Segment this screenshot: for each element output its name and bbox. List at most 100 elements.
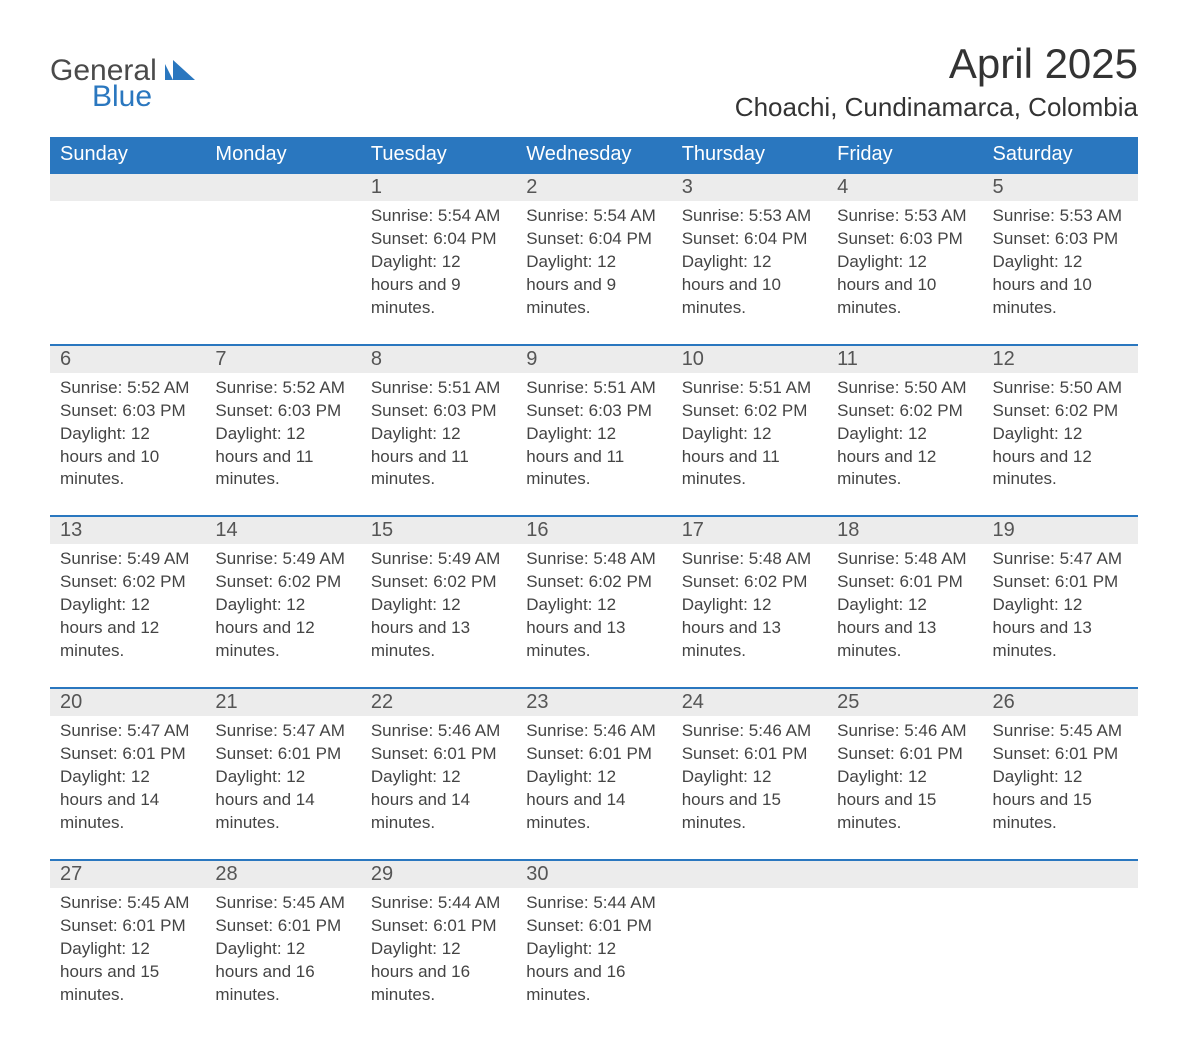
sunset-text: Sunset: 6:02 PM bbox=[682, 571, 817, 594]
sunset-text: Sunset: 6:01 PM bbox=[60, 743, 195, 766]
sunset-text: Sunset: 6:01 PM bbox=[371, 743, 506, 766]
day-details: Sunrise: 5:53 AMSunset: 6:03 PMDaylight:… bbox=[993, 205, 1128, 320]
sunrise-text: Sunrise: 5:49 AM bbox=[215, 548, 350, 571]
day-number-cell: 28 bbox=[205, 860, 360, 888]
sunrise-text: Sunrise: 5:47 AM bbox=[60, 720, 195, 743]
day-details: Sunrise: 5:51 AMSunset: 6:03 PMDaylight:… bbox=[371, 377, 506, 492]
day-detail-cell: Sunrise: 5:49 AMSunset: 6:02 PMDaylight:… bbox=[361, 544, 516, 688]
daylight-text: Daylight: 12 hours and 16 minutes. bbox=[526, 938, 661, 1007]
day-number-cell: 30 bbox=[516, 860, 671, 888]
day-number-cell: 21 bbox=[205, 688, 360, 716]
daynum-row: 27282930 bbox=[50, 860, 1138, 888]
sunrise-text: Sunrise: 5:45 AM bbox=[993, 720, 1128, 743]
calendar-table: Sunday Monday Tuesday Wednesday Thursday… bbox=[50, 137, 1138, 1030]
daylight-text: Daylight: 12 hours and 12 minutes. bbox=[993, 423, 1128, 492]
daynum-row: 13141516171819 bbox=[50, 516, 1138, 544]
daylight-text: Daylight: 12 hours and 16 minutes. bbox=[371, 938, 506, 1007]
day-number-cell: 26 bbox=[983, 688, 1138, 716]
sunset-text: Sunset: 6:02 PM bbox=[371, 571, 506, 594]
day-detail-row: Sunrise: 5:45 AMSunset: 6:01 PMDaylight:… bbox=[50, 888, 1138, 1031]
day-detail-cell: Sunrise: 5:46 AMSunset: 6:01 PMDaylight:… bbox=[827, 716, 982, 860]
day-details: Sunrise: 5:47 AMSunset: 6:01 PMDaylight:… bbox=[993, 548, 1128, 663]
sunrise-text: Sunrise: 5:49 AM bbox=[371, 548, 506, 571]
day-detail-cell bbox=[827, 888, 982, 1031]
day-number-cell: 4 bbox=[827, 174, 982, 201]
daylight-text: Daylight: 12 hours and 15 minutes. bbox=[60, 938, 195, 1007]
day-details: Sunrise: 5:46 AMSunset: 6:01 PMDaylight:… bbox=[371, 720, 506, 835]
daylight-text: Daylight: 12 hours and 14 minutes. bbox=[526, 766, 661, 835]
page-subtitle: Choachi, Cundinamarca, Colombia bbox=[735, 92, 1138, 123]
day-detail-cell: Sunrise: 5:46 AMSunset: 6:01 PMDaylight:… bbox=[672, 716, 827, 860]
day-detail-cell: Sunrise: 5:50 AMSunset: 6:02 PMDaylight:… bbox=[983, 373, 1138, 517]
day-detail-row: Sunrise: 5:52 AMSunset: 6:03 PMDaylight:… bbox=[50, 373, 1138, 517]
sunrise-text: Sunrise: 5:53 AM bbox=[837, 205, 972, 228]
daylight-text: Daylight: 12 hours and 13 minutes. bbox=[371, 594, 506, 663]
day-number-cell bbox=[205, 174, 360, 201]
daylight-text: Daylight: 12 hours and 13 minutes. bbox=[993, 594, 1128, 663]
day-detail-cell: Sunrise: 5:47 AMSunset: 6:01 PMDaylight:… bbox=[205, 716, 360, 860]
day-number-cell: 27 bbox=[50, 860, 205, 888]
daylight-text: Daylight: 12 hours and 10 minutes. bbox=[60, 423, 195, 492]
sunset-text: Sunset: 6:04 PM bbox=[371, 228, 506, 251]
day-detail-cell: Sunrise: 5:51 AMSunset: 6:02 PMDaylight:… bbox=[672, 373, 827, 517]
day-detail-cell: Sunrise: 5:45 AMSunset: 6:01 PMDaylight:… bbox=[50, 888, 205, 1031]
sunset-text: Sunset: 6:01 PM bbox=[215, 915, 350, 938]
day-detail-cell: Sunrise: 5:52 AMSunset: 6:03 PMDaylight:… bbox=[205, 373, 360, 517]
page-header: General Blue April 2025 Choachi, Cundina… bbox=[50, 40, 1138, 131]
dow-saturday: Saturday bbox=[983, 137, 1138, 174]
sunset-text: Sunset: 6:01 PM bbox=[682, 743, 817, 766]
daylight-text: Daylight: 12 hours and 15 minutes. bbox=[993, 766, 1128, 835]
day-details: Sunrise: 5:52 AMSunset: 6:03 PMDaylight:… bbox=[215, 377, 350, 492]
day-detail-cell: Sunrise: 5:51 AMSunset: 6:03 PMDaylight:… bbox=[516, 373, 671, 517]
day-detail-cell: Sunrise: 5:49 AMSunset: 6:02 PMDaylight:… bbox=[50, 544, 205, 688]
sunrise-text: Sunrise: 5:46 AM bbox=[526, 720, 661, 743]
day-number-cell bbox=[672, 860, 827, 888]
sunrise-text: Sunrise: 5:46 AM bbox=[837, 720, 972, 743]
sunrise-text: Sunrise: 5:46 AM bbox=[682, 720, 817, 743]
dow-friday: Friday bbox=[827, 137, 982, 174]
day-detail-cell: Sunrise: 5:44 AMSunset: 6:01 PMDaylight:… bbox=[516, 888, 671, 1031]
sunrise-text: Sunrise: 5:47 AM bbox=[993, 548, 1128, 571]
day-details: Sunrise: 5:47 AMSunset: 6:01 PMDaylight:… bbox=[60, 720, 195, 835]
day-number-cell: 7 bbox=[205, 345, 360, 373]
day-detail-cell: Sunrise: 5:47 AMSunset: 6:01 PMDaylight:… bbox=[50, 716, 205, 860]
sunrise-text: Sunrise: 5:46 AM bbox=[371, 720, 506, 743]
day-detail-cell: Sunrise: 5:48 AMSunset: 6:02 PMDaylight:… bbox=[516, 544, 671, 688]
day-details: Sunrise: 5:46 AMSunset: 6:01 PMDaylight:… bbox=[682, 720, 817, 835]
sunset-text: Sunset: 6:01 PM bbox=[837, 571, 972, 594]
day-number-cell: 20 bbox=[50, 688, 205, 716]
sunset-text: Sunset: 6:02 PM bbox=[682, 400, 817, 423]
sunset-text: Sunset: 6:01 PM bbox=[993, 743, 1128, 766]
day-detail-cell: Sunrise: 5:51 AMSunset: 6:03 PMDaylight:… bbox=[361, 373, 516, 517]
sunset-text: Sunset: 6:03 PM bbox=[837, 228, 972, 251]
day-detail-cell: Sunrise: 5:46 AMSunset: 6:01 PMDaylight:… bbox=[361, 716, 516, 860]
logo-mark-icon bbox=[165, 60, 195, 85]
day-number-cell bbox=[983, 860, 1138, 888]
sunrise-text: Sunrise: 5:48 AM bbox=[837, 548, 972, 571]
daylight-text: Daylight: 12 hours and 11 minutes. bbox=[215, 423, 350, 492]
sunrise-text: Sunrise: 5:44 AM bbox=[371, 892, 506, 915]
sunrise-text: Sunrise: 5:49 AM bbox=[60, 548, 195, 571]
day-number-cell: 19 bbox=[983, 516, 1138, 544]
day-details: Sunrise: 5:52 AMSunset: 6:03 PMDaylight:… bbox=[60, 377, 195, 492]
day-detail-cell: Sunrise: 5:53 AMSunset: 6:03 PMDaylight:… bbox=[827, 201, 982, 345]
sunset-text: Sunset: 6:03 PM bbox=[526, 400, 661, 423]
calendar-page: General Blue April 2025 Choachi, Cundina… bbox=[0, 0, 1188, 1060]
day-number-cell: 29 bbox=[361, 860, 516, 888]
title-block: April 2025 Choachi, Cundinamarca, Colomb… bbox=[735, 40, 1138, 131]
day-number-cell: 1 bbox=[361, 174, 516, 201]
sunset-text: Sunset: 6:02 PM bbox=[60, 571, 195, 594]
day-number-cell: 25 bbox=[827, 688, 982, 716]
daylight-text: Daylight: 12 hours and 9 minutes. bbox=[371, 251, 506, 320]
sunrise-text: Sunrise: 5:54 AM bbox=[526, 205, 661, 228]
day-details: Sunrise: 5:51 AMSunset: 6:02 PMDaylight:… bbox=[682, 377, 817, 492]
dow-monday: Monday bbox=[205, 137, 360, 174]
daylight-text: Daylight: 12 hours and 16 minutes. bbox=[215, 938, 350, 1007]
sunrise-text: Sunrise: 5:54 AM bbox=[371, 205, 506, 228]
daylight-text: Daylight: 12 hours and 15 minutes. bbox=[682, 766, 817, 835]
day-number-cell: 14 bbox=[205, 516, 360, 544]
day-details: Sunrise: 5:50 AMSunset: 6:02 PMDaylight:… bbox=[993, 377, 1128, 492]
day-details: Sunrise: 5:47 AMSunset: 6:01 PMDaylight:… bbox=[215, 720, 350, 835]
day-number-cell: 24 bbox=[672, 688, 827, 716]
day-details: Sunrise: 5:44 AMSunset: 6:01 PMDaylight:… bbox=[526, 892, 661, 1007]
